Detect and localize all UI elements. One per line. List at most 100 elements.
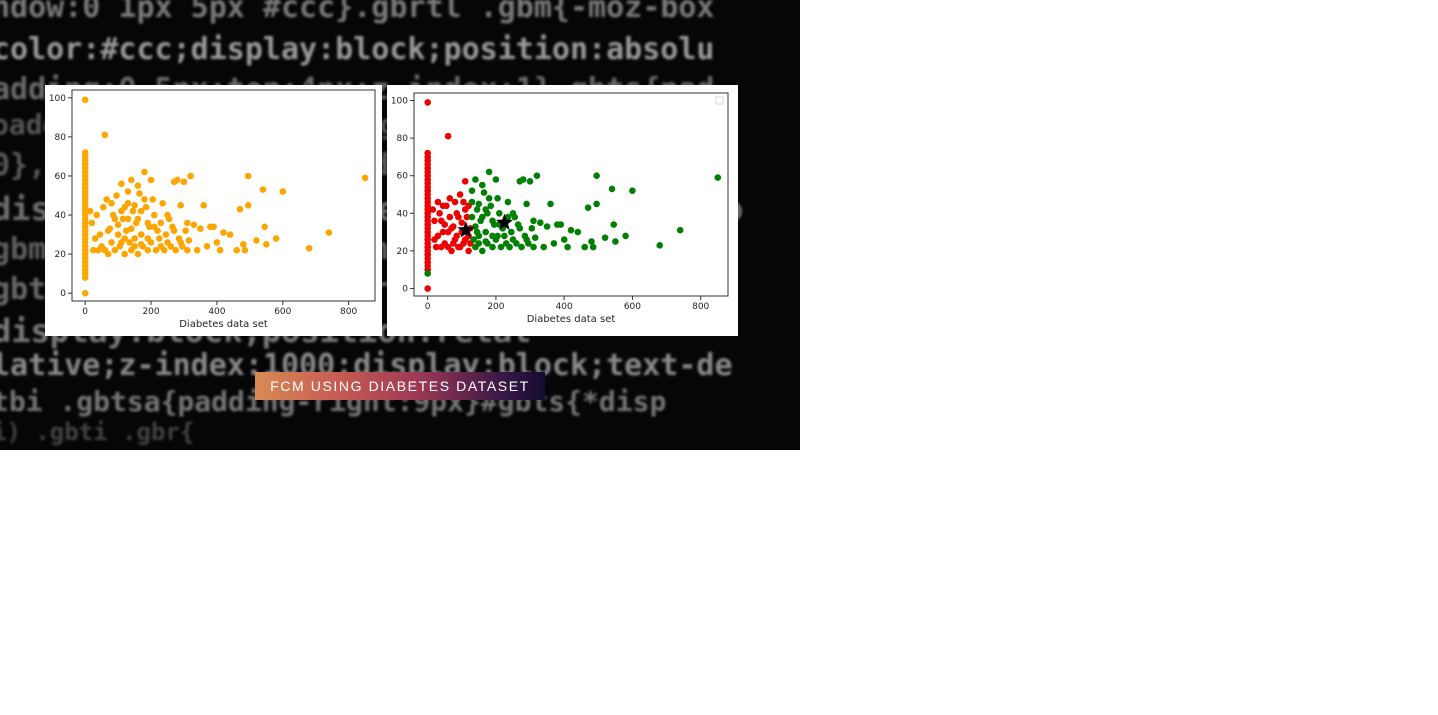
code-line: i) .gbti .gbr{: [0, 418, 195, 446]
scatter-point: [184, 219, 191, 227]
x-tick-label: 200: [487, 302, 504, 312]
scatter-point: [622, 232, 629, 240]
scatter-point: [157, 243, 165, 250]
scatter-point: [159, 200, 166, 207]
scatter-point: [96, 231, 104, 238]
scatter-point: [523, 200, 530, 208]
scatter-point: [463, 213, 471, 221]
scatter-point: [93, 211, 100, 219]
scatter-point: [137, 241, 145, 248]
scatter-point: [203, 243, 211, 250]
x-tick-label: 200: [142, 307, 159, 317]
scatter-point: [482, 238, 489, 245]
scatter-point: [261, 223, 268, 231]
scatter-point: [470, 236, 477, 243]
scatter-point: [513, 240, 520, 247]
scatter-point: [182, 227, 189, 234]
scatter-point: [489, 243, 496, 251]
scatter-point: [468, 213, 476, 221]
scatter-point: [210, 223, 217, 231]
scatter-point: [88, 219, 96, 227]
scatter-point: [108, 239, 115, 246]
scatter-point: [448, 247, 455, 255]
scatter-plot-clustered-svg: 0 200 400 600 800 0 20 40 60 80 100 Diabetes data s…: [391, 92, 729, 325]
scatter-point: [101, 131, 109, 139]
scatter-point: [134, 250, 142, 258]
scatter-point: [236, 205, 244, 213]
scatter-point: [494, 195, 501, 202]
x-axis-label: Diabetes data set: [527, 314, 616, 325]
scatter-point: [465, 247, 472, 255]
scatter-point: [475, 240, 483, 247]
x-tick-label: 600: [274, 307, 291, 317]
scatter-point: [489, 217, 496, 225]
scatter-point: [144, 219, 152, 227]
scatter-point: [104, 227, 112, 234]
scatter-point: [220, 229, 227, 236]
scatter-point: [508, 228, 515, 236]
plot-frame: [413, 92, 729, 297]
scatter-point: [81, 274, 89, 281]
scatter-point: [519, 176, 527, 183]
scatter-point: [118, 180, 125, 188]
scatter-point: [131, 202, 138, 209]
y-tick-label: 40: [55, 211, 67, 221]
scatter-point: [656, 242, 663, 249]
scatter-point: [180, 178, 188, 186]
scatter-point: [431, 236, 438, 243]
scatter-point: [531, 234, 539, 241]
scatter-point: [147, 176, 155, 184]
scatter-point: [456, 191, 464, 198]
scatter-point: [557, 221, 565, 228]
scatter-point: [475, 200, 483, 208]
y-tick-label: 20: [55, 250, 67, 260]
scatter-point: [455, 213, 462, 221]
scatter-point: [497, 243, 505, 251]
x-tick-label: 800: [340, 307, 357, 317]
scatter-plot-clustered: 0 200 400 600 800 0 20 40 60 80 100 Diabetes data s…: [387, 85, 738, 336]
scatter-point: [305, 245, 313, 252]
scatter-point: [240, 241, 247, 248]
scatter-point: [458, 219, 466, 226]
scatter-point: [151, 211, 158, 219]
slide: ndow:0 1px 5px #ccc}.gbrtl .gbm{-moz-box…: [0, 0, 800, 450]
scatter-point: [460, 198, 467, 206]
scatter-point: [157, 219, 165, 227]
y-tick-label: 0: [402, 284, 408, 294]
scatter-point: [523, 236, 530, 243]
scatter-plot-original: 0 200 400 600 800 0 20 40 60 80 100 Diabetes data s…: [45, 85, 382, 336]
scatter-point: [86, 207, 94, 215]
scatter-point: [676, 226, 684, 234]
scatter-point: [424, 270, 431, 277]
scatter-point: [473, 228, 481, 236]
y-tick-label: 100: [391, 97, 408, 107]
scatter-point: [461, 236, 469, 243]
scatter-point: [564, 243, 571, 251]
scatter-plot-original-svg: 0 200 400 600 800 0 20 40 60 80 100 Diabetes data s…: [49, 89, 376, 330]
scatter-point: [567, 226, 575, 234]
scatter-point: [361, 174, 369, 182]
scatter-point: [137, 207, 145, 215]
y-tick-label: 60: [55, 172, 67, 182]
scatter-point: [502, 240, 510, 247]
scatter-point: [540, 243, 547, 251]
scatter-point: [714, 174, 722, 181]
scatter-point: [629, 187, 636, 194]
scatter-point: [453, 232, 460, 240]
scatter-point: [190, 221, 198, 229]
scatter-point: [170, 227, 178, 234]
scatter-point: [489, 232, 496, 240]
scatter-point: [468, 187, 476, 194]
scatter-point: [501, 232, 508, 240]
scatter-point: [91, 235, 99, 242]
scatter-point: [187, 172, 194, 180]
scatter-point: [193, 246, 201, 254]
scatter-point: [526, 178, 534, 185]
scatter-point: [172, 246, 179, 254]
x-tick-label: 800: [692, 302, 709, 312]
scatter-point: [167, 243, 175, 250]
scatter-point: [90, 246, 97, 254]
scatter-point: [451, 198, 459, 206]
scatter-point: [439, 228, 447, 236]
scatter-point: [537, 219, 544, 226]
